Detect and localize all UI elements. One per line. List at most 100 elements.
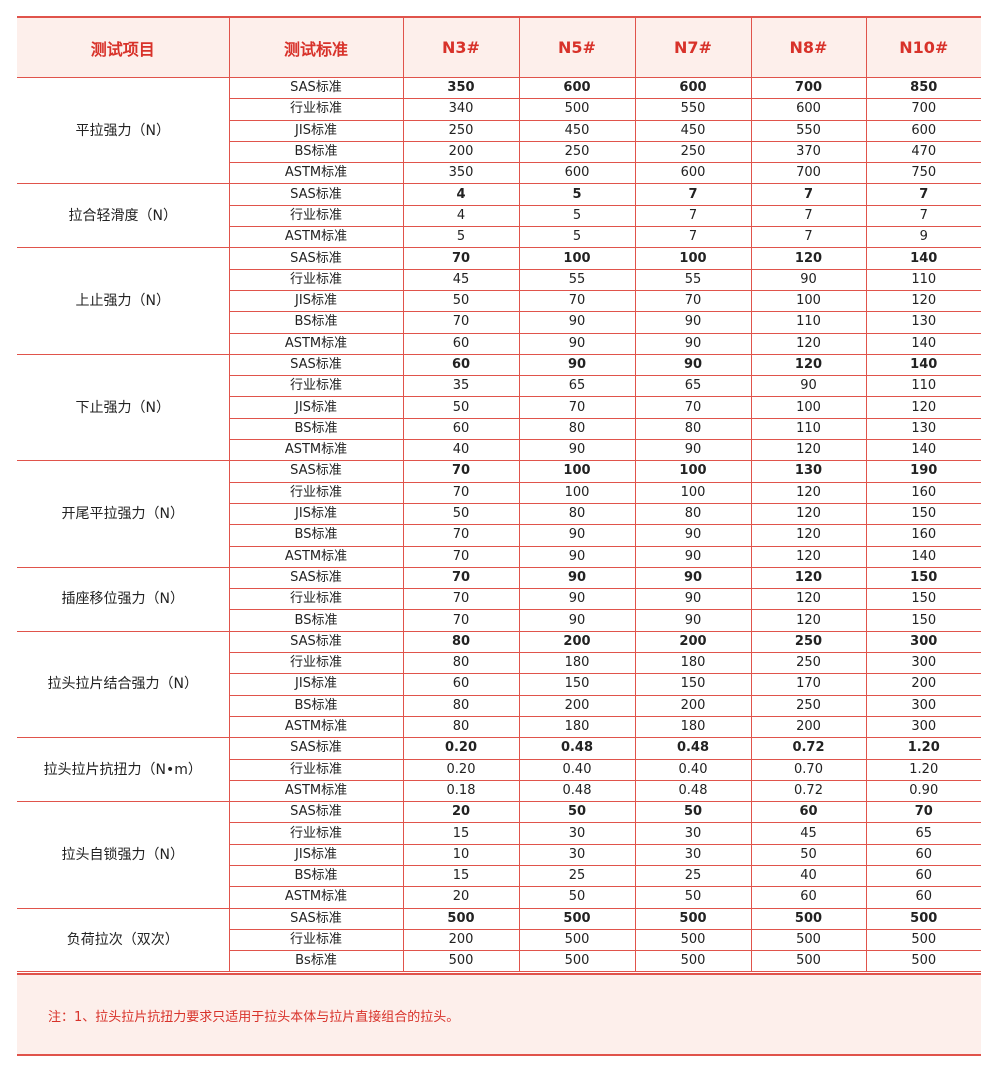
- standard-cell: 行业标准: [229, 928, 404, 952]
- value-cell: 90: [518, 524, 636, 547]
- value-cell: 100: [518, 460, 636, 483]
- value-cell: 500: [402, 950, 520, 973]
- table-row: 负荷拉次（双次） SAS标准 500 500 500 500 500: [17, 907, 981, 973]
- table-row: ASTM标准 0.18 0.48 0.48 0.72 0.90: [17, 779, 981, 803]
- value-cell: 450: [518, 119, 636, 142]
- table-row: BS标准 70 90 90 120 160: [17, 524, 981, 547]
- standard-cell: SAS标准: [228, 247, 404, 270]
- value-cell: 160: [865, 481, 981, 504]
- table-row: 拉头自锁强力（N） SAS标准 20 50 50 60 70: [17, 801, 981, 909]
- table-row: 开尾平拉强力（N） SAS标准 70 100 100 130 190: [17, 460, 981, 568]
- test-item-cell: 拉合轻滑度（N）: [17, 183, 230, 249]
- standard-cell: ASTM标准: [229, 545, 404, 568]
- value-cell: 55: [518, 268, 636, 291]
- value-cell: 60: [865, 864, 981, 888]
- standard-cell: SAS标准: [228, 801, 404, 824]
- value-cell: 150: [865, 588, 981, 611]
- value-cell: 250: [518, 140, 636, 164]
- footnote-text: 注：1、拉头拉片抗扭力要求只适用于拉头本体与拉片直接组合的拉头。: [48, 1010, 460, 1025]
- test-item-cell: 插座移位强力（N）: [17, 566, 230, 632]
- standard-cell: BS标准: [229, 140, 404, 164]
- standard-cell: BS标准: [229, 864, 404, 888]
- value-cell: 700: [750, 76, 867, 100]
- table-row: 下止强力（N） SAS标准 60 90 90 120 140: [17, 353, 981, 462]
- standard-cell: JIS标准: [229, 843, 404, 866]
- value-cell: 500: [402, 907, 520, 930]
- value-cell: 300: [865, 694, 981, 717]
- value-cell: 340: [402, 98, 520, 121]
- value-cell: 120: [750, 545, 867, 568]
- value-cell: 70: [402, 609, 520, 632]
- value-cell: 120: [865, 289, 981, 313]
- value-cell: 100: [634, 247, 752, 270]
- standard-cell: SAS标准: [228, 566, 404, 590]
- value-cell: 140: [865, 247, 981, 270]
- value-cell: 110: [750, 311, 867, 334]
- standard-cell: JIS标准: [229, 502, 404, 526]
- table-row: 行业标准 15 30 30 45 65: [17, 822, 981, 845]
- standard-cell: 行业标准: [229, 822, 404, 845]
- value-cell: 600: [518, 162, 636, 185]
- standard-cell: BS标准: [229, 694, 404, 717]
- standard-cell: 行业标准: [229, 588, 404, 611]
- value-cell: 60: [865, 843, 981, 866]
- table-row: 行业标准 200 500 500 500 500: [17, 928, 981, 952]
- value-cell: 50: [402, 289, 520, 313]
- table-row: JIS标准 50 80 80 120 150: [17, 502, 981, 526]
- value-cell: 700: [865, 98, 981, 121]
- value-cell: 90: [634, 353, 752, 377]
- value-cell: 30: [634, 843, 752, 866]
- value-cell: 90: [634, 545, 752, 568]
- value-cell: 300: [865, 630, 981, 654]
- value-cell: 15: [402, 864, 520, 888]
- value-cell: 250: [634, 140, 752, 164]
- value-cell: 5: [518, 226, 636, 249]
- value-cell: 550: [634, 98, 752, 121]
- value-cell: 80: [402, 694, 520, 717]
- test-item-cell: 下止强力（N）: [17, 353, 230, 462]
- value-cell: 500: [750, 950, 867, 973]
- value-cell: 0.72: [750, 779, 867, 803]
- value-cell: 40: [750, 864, 867, 888]
- standard-cell: JIS标准: [229, 119, 404, 142]
- value-cell: 350: [402, 76, 520, 100]
- value-cell: 120: [750, 481, 867, 504]
- value-cell: 500: [634, 907, 752, 930]
- value-cell: 500: [865, 928, 981, 952]
- value-cell: 35: [402, 375, 520, 398]
- value-cell: 0.70: [750, 758, 867, 781]
- value-cell: 90: [518, 609, 636, 632]
- value-cell: 80: [518, 502, 636, 526]
- standard-cell: 行业标准: [229, 375, 404, 398]
- value-cell: 200: [402, 140, 520, 164]
- standard-cell: ASTM标准: [229, 439, 404, 462]
- value-cell: 100: [518, 247, 636, 270]
- column-header: N8#: [750, 16, 867, 78]
- value-cell: 140: [865, 332, 981, 355]
- standard-cell: SAS标准: [228, 737, 404, 760]
- value-cell: 90: [518, 566, 636, 590]
- standard-cell: 行业标准: [229, 98, 404, 121]
- standard-cell: 行业标准: [229, 652, 404, 675]
- value-cell: 250: [750, 694, 867, 717]
- value-cell: 50: [518, 886, 636, 909]
- value-cell: 350: [402, 162, 520, 185]
- standard-cell: SAS标准: [228, 183, 404, 206]
- standard-cell: Bs标准: [229, 950, 404, 973]
- value-cell: 80: [402, 715, 520, 739]
- value-cell: 180: [518, 715, 636, 739]
- value-cell: 30: [518, 822, 636, 845]
- standard-cell: ASTM标准: [229, 332, 404, 355]
- value-cell: 20: [402, 886, 520, 909]
- standard-cell: SAS标准: [228, 907, 404, 930]
- table-row: ASTM标准 60 90 90 120 140: [17, 332, 981, 355]
- value-cell: 65: [518, 375, 636, 398]
- value-cell: 200: [634, 694, 752, 717]
- value-cell: 70: [402, 481, 520, 504]
- standard-cell: BS标准: [229, 311, 404, 334]
- value-cell: 70: [402, 524, 520, 547]
- value-cell: 100: [634, 481, 752, 504]
- standard-cell: 行业标准: [229, 758, 404, 781]
- value-cell: 1.20: [865, 758, 981, 781]
- value-cell: 600: [634, 162, 752, 185]
